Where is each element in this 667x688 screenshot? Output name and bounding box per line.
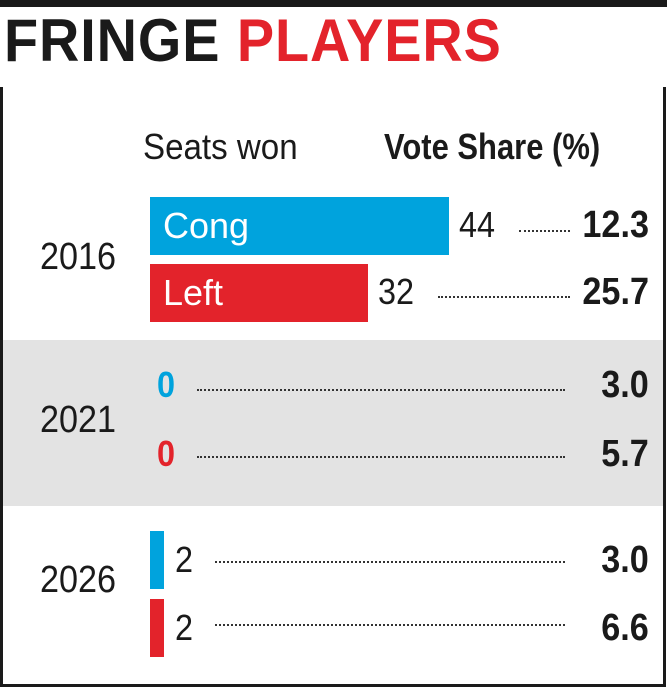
leader-2026-left: [215, 624, 565, 626]
bar-label-left: Left: [163, 272, 224, 313]
year-label-2021: 2021: [40, 399, 117, 441]
vote-2016-cong: 12.3: [582, 204, 649, 246]
bar-2026-cong: [150, 531, 164, 589]
header-seats-won: Seats won: [143, 126, 298, 167]
vote-2016-left: 25.7: [582, 271, 649, 313]
bar-2016-left: [150, 264, 368, 322]
seats-2026-cong: 2: [175, 539, 194, 580]
leader-2026-cong: [215, 561, 565, 563]
vote-2026-left: 6.6: [601, 607, 649, 649]
leader-2021-left: [197, 456, 565, 458]
frame-bottom: [0, 684, 666, 687]
year-label-2016: 2016: [40, 236, 117, 278]
seats-2016-left: 32: [378, 271, 415, 312]
title-word-players: PLAYERS: [236, 7, 502, 74]
title-word-fringe: FRINGE: [4, 7, 221, 74]
chart-title: FRINGE PLAYERS: [4, 6, 502, 76]
seats-2016-cong: 44: [459, 204, 496, 245]
seats-2021-left: 0: [157, 433, 176, 474]
bar-label-cong: Cong: [163, 205, 250, 246]
vote-2021-cong: 3.0: [601, 364, 649, 406]
vote-2026-cong: 3.0: [601, 539, 649, 581]
leader-2016-left: [438, 296, 570, 298]
header-vote-share: Vote Share (%): [384, 126, 601, 167]
leader-2021-cong: [197, 389, 565, 391]
bar-2026-left: [150, 599, 164, 657]
seats-2026-left: 2: [175, 607, 194, 648]
bar-2016-cong: [150, 197, 449, 255]
top-rule: [0, 0, 667, 7]
frame-left: [0, 87, 3, 686]
year-label-2026: 2026: [40, 559, 117, 601]
leader-2016-cong: [519, 230, 570, 232]
band-2021: [3, 340, 663, 506]
frame-right: [663, 87, 666, 686]
vote-2021-left: 5.7: [601, 433, 649, 475]
seats-2021-cong: 0: [157, 364, 176, 405]
